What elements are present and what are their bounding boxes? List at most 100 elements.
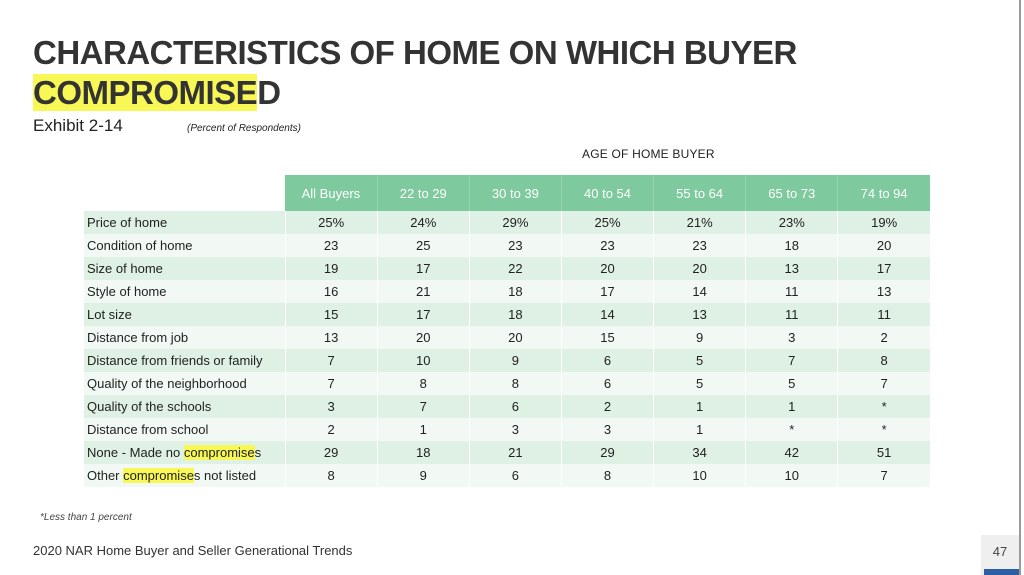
table-cell: 8 — [468, 372, 562, 395]
table-cell: 23 — [653, 234, 746, 257]
right-edge-rule — [1019, 0, 1021, 575]
row-label: Quality of the schools — [84, 395, 286, 418]
table-cell: 6 — [560, 349, 654, 372]
table-cell: 42 — [745, 441, 838, 464]
table-cell: 9 — [376, 464, 470, 487]
column-header: 65 to 73 — [745, 175, 839, 211]
page-number: 47 — [992, 544, 1008, 559]
compromise-table: All Buyers 22 to 29 30 to 39 40 to 54 55… — [84, 175, 930, 487]
table-cell: 14 — [653, 280, 746, 303]
table-cell: 8 — [284, 464, 378, 487]
table-cell: 19 — [284, 257, 378, 280]
table-cell: 21 — [468, 441, 562, 464]
table-row: Quality of the neighborhood 7 8 8 6 5 5 7 — [84, 372, 930, 395]
table-cell: 29% — [468, 211, 562, 234]
column-header: All Buyers — [285, 175, 378, 211]
table-cell: 17 — [376, 257, 470, 280]
column-header: 40 to 54 — [561, 175, 655, 211]
table-cell: 2 — [284, 418, 378, 441]
table-cell: 15 — [284, 303, 378, 326]
exhibit-label: Exhibit 2-14 — [33, 116, 123, 135]
footer-source: 2020 NAR Home Buyer and Seller Generatio… — [33, 543, 353, 558]
row-label-part: s — [254, 445, 262, 460]
table-row: Distance from school 2 1 3 3 1 * * — [84, 418, 930, 441]
table-cell: 2 — [560, 395, 654, 418]
table-row: None - Made no compromises 29 18 21 29 34 42 51 — [84, 441, 930, 464]
table-cell: 20 — [468, 326, 562, 349]
column-header: 55 to 64 — [653, 175, 747, 211]
table-cell: 8 — [837, 349, 930, 372]
table-row: Lot size 15 17 18 14 13 11 11 — [84, 303, 930, 326]
column-header: 30 to 39 — [469, 175, 562, 211]
table-cell: 13 — [653, 303, 746, 326]
table-cell: 6 — [560, 372, 654, 395]
row-label: Lot size — [84, 303, 286, 326]
row-label: None - Made no compromises — [84, 441, 286, 464]
column-header: 22 to 29 — [377, 175, 470, 211]
exhibit-subtitle: (Percent of Respondents) — [187, 123, 301, 134]
row-label-part: s not listed — [193, 468, 257, 483]
table-cell: 7 — [376, 395, 470, 418]
row-label: Distance from job — [84, 326, 286, 349]
table-cell: 17 — [560, 280, 654, 303]
table-row: Price of home 25% 24% 29% 25% 21% 23% 19% — [84, 211, 930, 234]
table-cell: 23 — [468, 234, 562, 257]
row-label: Price of home — [84, 211, 286, 234]
row-label: Quality of the neighborhood — [84, 372, 286, 395]
table-cell: 3 — [284, 395, 378, 418]
table-cell: 3 — [560, 418, 654, 441]
table-header-row: All Buyers 22 to 29 30 to 39 40 to 54 55… — [84, 175, 930, 211]
table-cell: 20 — [376, 326, 470, 349]
page-accent-bar — [984, 569, 1019, 575]
table-cell: 1 — [653, 418, 746, 441]
table-cell: 7 — [745, 349, 838, 372]
header-blank-cell — [84, 175, 286, 211]
table-body: Price of home 25% 24% 29% 25% 21% 23% 19% Condit… — [84, 211, 930, 487]
table-cell: 25% — [284, 211, 378, 234]
table-cell: 22 — [468, 257, 562, 280]
table-cell: 29 — [284, 441, 378, 464]
row-label: Condition of home — [84, 234, 286, 257]
highlighted-word: compromise — [183, 445, 255, 460]
table-cell: 17 — [837, 257, 930, 280]
table-cell: 1 — [653, 395, 746, 418]
column-header: 74 to 94 — [837, 175, 930, 211]
table-cell: 11 — [745, 280, 838, 303]
row-label: Distance from school — [84, 418, 286, 441]
table-cell: 24% — [376, 211, 470, 234]
table-row: Quality of the schools 3 7 6 2 1 1 * — [84, 395, 930, 418]
table-cell: 18 — [468, 280, 562, 303]
highlighted-word: compromise — [123, 468, 194, 483]
table-cell: 14 — [560, 303, 654, 326]
table-cell: 34 — [653, 441, 746, 464]
table-cell: 8 — [560, 464, 654, 487]
title-suffix: D — [257, 74, 281, 111]
table-cell: 23 — [284, 234, 378, 257]
table-cell: 11 — [837, 303, 930, 326]
table-cell: 20 — [560, 257, 654, 280]
table-row: Distance from job 13 20 20 15 9 3 2 — [84, 326, 930, 349]
table-cell: 10 — [745, 464, 838, 487]
table-cell: 10 — [376, 349, 470, 372]
row-label: Other compromises not listed — [84, 464, 286, 487]
table-cell: 20 — [837, 234, 930, 257]
table-cell: 7 — [837, 464, 930, 487]
table-cell: * — [745, 418, 838, 441]
table-cell: 5 — [653, 372, 746, 395]
table-row: Style of home 16 21 18 17 14 11 13 — [84, 280, 930, 303]
table-cell: 7 — [284, 349, 378, 372]
table-cell: 5 — [745, 372, 838, 395]
table-cell: 17 — [376, 303, 470, 326]
table-cell: 13 — [284, 326, 378, 349]
table-cell: 9 — [653, 326, 746, 349]
table-cell: 51 — [837, 441, 930, 464]
table-cell: 18 — [468, 303, 562, 326]
table-cell: 15 — [560, 326, 654, 349]
table-cell: 2 — [837, 326, 930, 349]
row-label-part: Other — [87, 468, 124, 483]
table-cell: 3 — [745, 326, 838, 349]
row-label: Size of home — [84, 257, 286, 280]
slide-title: CHARACTERISTICS OF HOME ON WHICH BUYER CO… — [33, 33, 933, 113]
title-highlighted-word: COMPROMISE — [33, 74, 258, 111]
table-cell: 5 — [653, 349, 746, 372]
